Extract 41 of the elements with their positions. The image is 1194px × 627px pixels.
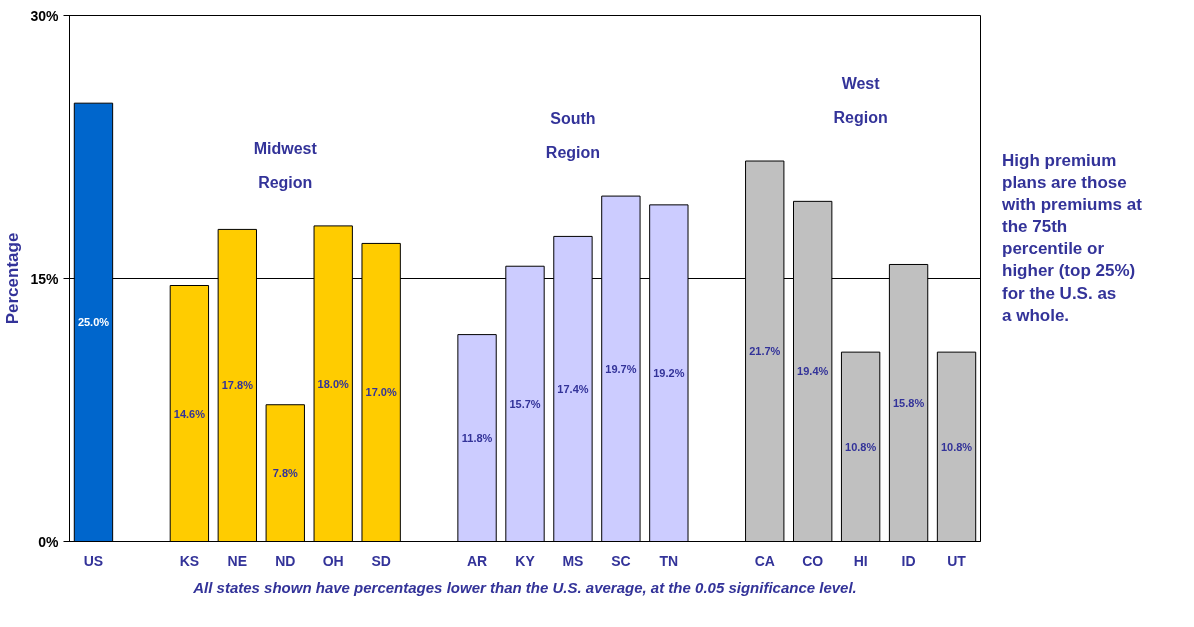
data-label: 10.8% <box>940 440 973 453</box>
data-label: 19.2% <box>653 367 685 380</box>
x-tick-label: ID <box>901 552 916 569</box>
y-tick-label: 0% <box>38 533 60 550</box>
text: All states shown have percentages lower than the U.S. average, at the 0.05 significance level. <box>192 578 857 596</box>
data-label: 14.6% <box>173 407 206 420</box>
x-tick-label: TN <box>659 552 679 569</box>
annotation: West Region <box>833 74 888 126</box>
data-label: 19.7% <box>605 362 637 375</box>
y-axis-title: Percentage <box>3 232 23 325</box>
data-label: 11.8% <box>461 432 493 445</box>
data-label: 19.4% <box>797 365 829 378</box>
data-label: 10.8% <box>845 440 877 453</box>
x-tick-label: SC <box>611 552 631 569</box>
data-label: 7.8% <box>272 467 299 480</box>
data-label: 21.7% <box>749 345 781 358</box>
y-tick-label: 15% <box>30 270 60 287</box>
x-tick-label: KS <box>179 552 200 569</box>
data-label: 17.0% <box>365 386 397 399</box>
data-label: 17.8% <box>221 379 254 392</box>
data-label: 15.7% <box>509 397 541 410</box>
data-label: 17.4% <box>557 382 589 395</box>
text: High premium plans are those with premiums at the 75th percentile or higher (top 25%) for the U.S. as a whole. <box>1002 150 1142 327</box>
x-tick-label: ND <box>275 552 296 569</box>
x-tick-label: HI <box>853 552 868 569</box>
x-tick-label: KY <box>515 552 536 569</box>
x-tick-label: SD <box>371 552 391 569</box>
annotation: Midwest Region <box>253 139 318 191</box>
x-tick-label: CO <box>802 552 824 569</box>
x-tick-label: US <box>83 552 104 569</box>
x-tick-label: NE <box>227 552 248 569</box>
data-label: 18.0% <box>317 377 350 390</box>
data-label: 15.8% <box>892 396 925 409</box>
x-tick-label: CA <box>754 552 775 569</box>
x-tick-label: UT <box>947 552 967 569</box>
data-label: 25.0% <box>77 316 110 329</box>
x-tick-label: OH <box>322 552 344 569</box>
annotation: South Region <box>545 110 601 162</box>
y-tick-label: 30% <box>30 7 60 24</box>
x-tick-label: AR <box>466 552 488 569</box>
x-tick-label: MS <box>562 552 584 569</box>
